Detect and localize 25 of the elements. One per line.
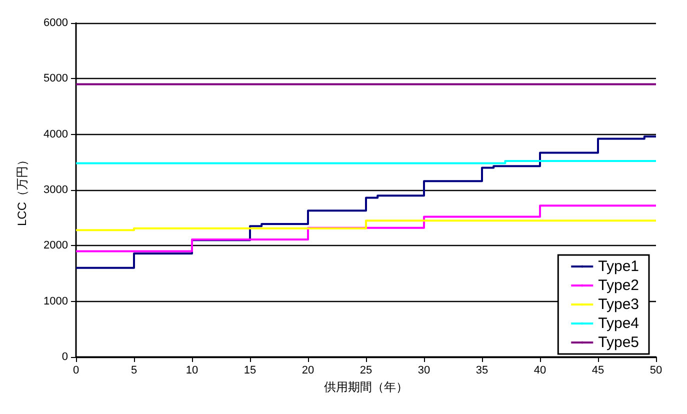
x-tick-label: 10 (186, 364, 198, 376)
y-tick-label: 1000 (44, 295, 68, 308)
y-tick-label: 0 (62, 351, 68, 363)
x-tick-label: 35 (476, 364, 488, 376)
y-axis-title: LCC（万円） (15, 154, 29, 226)
x-axis-title: 供用期間（年） (324, 380, 408, 394)
legend-label: Type1 (598, 258, 640, 275)
legend-label: Type3 (598, 296, 640, 313)
x-tick-label: 0 (72, 364, 80, 376)
y-tick-label: 4000 (44, 128, 68, 140)
y-tick-label: 2000 (44, 240, 68, 252)
y-tick-label: 6000 (44, 17, 68, 29)
legend-label: Type4 (598, 315, 640, 332)
x-tick-label: 40 (534, 364, 546, 376)
x-tick-label: 45 (592, 364, 604, 376)
x-tick-label: 15 (244, 364, 256, 376)
y-tick-label: 3000 (44, 184, 68, 196)
x-tick-label: 25 (360, 364, 372, 376)
x-tick-label: 30 (418, 364, 430, 376)
y-tick-label: 5000 (44, 72, 68, 85)
x-tick-label: 50 (650, 364, 662, 376)
legend-label: Type2 (598, 277, 640, 294)
x-tick-label: 5 (130, 364, 138, 376)
legend-label: Type5 (598, 334, 640, 351)
x-tick-label: 20 (302, 364, 314, 376)
